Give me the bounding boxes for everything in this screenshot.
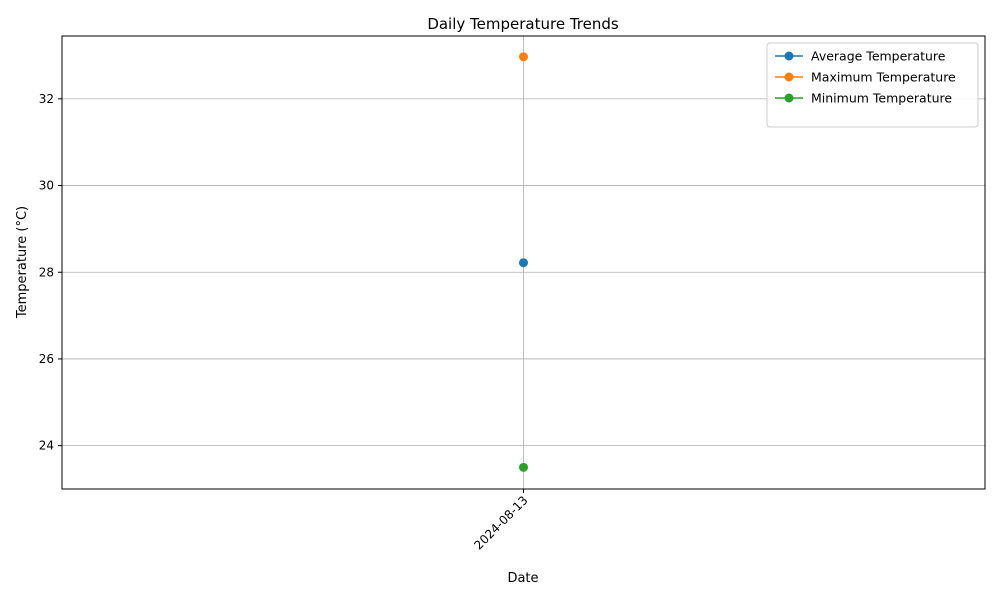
- legend-marker: [784, 51, 794, 61]
- legend-label: Minimum Temperature: [811, 91, 952, 106]
- y-axis-label: Temperature (°C): [15, 206, 30, 319]
- legend-entry: Maximum Temperature: [775, 70, 956, 85]
- legend: Average Temperature Maximum Temperature Mi…: [766, 42, 979, 128]
- legend-box: [766, 42, 979, 128]
- x-axis-ticks: 2024-08-13: [471, 489, 531, 552]
- x-axis-label: Date: [507, 571, 538, 586]
- y-tick-label: 28: [39, 265, 54, 279]
- y-tick-label: 32: [39, 92, 54, 106]
- y-axis-ticks: 24 26 28 30 32: [39, 92, 62, 453]
- data-point: [519, 462, 528, 472]
- series-0: [519, 258, 528, 268]
- data-point: [519, 52, 528, 62]
- legend-label: Average Temperature: [811, 49, 946, 64]
- series-2: [519, 462, 528, 472]
- legend-label: Maximum Temperature: [811, 70, 956, 85]
- legend-marker: [784, 72, 794, 82]
- y-tick-label: 30: [39, 179, 54, 193]
- series-layer: [519, 52, 528, 472]
- legend-entry: Minimum Temperature: [775, 91, 952, 106]
- chart-title: Daily Temperature Trends: [427, 15, 619, 33]
- series-1: [519, 52, 528, 62]
- legend-marker: [784, 93, 794, 103]
- y-tick-label: 24: [39, 439, 54, 453]
- data-point: [519, 258, 528, 268]
- y-tick-label: 26: [39, 352, 54, 366]
- legend-entry: Average Temperature: [775, 49, 946, 64]
- x-tick-label: 2024-08-13: [471, 493, 530, 552]
